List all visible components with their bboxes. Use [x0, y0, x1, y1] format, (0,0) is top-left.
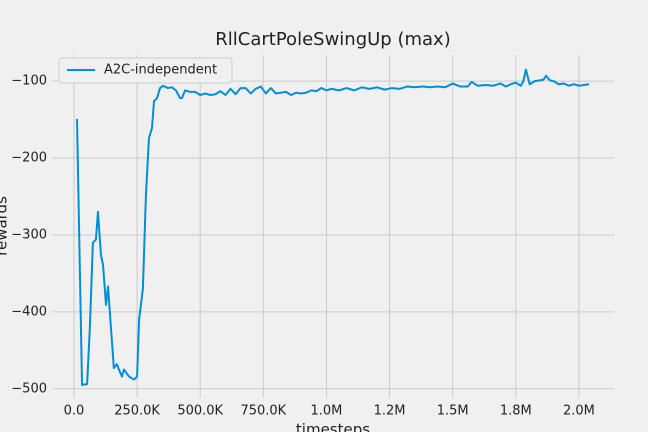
- x-tick-label: 2.0M: [563, 404, 595, 419]
- x-axis-label: timesteps: [296, 421, 370, 432]
- x-tick-label: 250.0K: [114, 404, 160, 419]
- line: [75, 68, 590, 386]
- y-tick-label: −400: [11, 304, 47, 319]
- x-tick-label: 1.0M: [310, 404, 342, 419]
- legend-label: A2C-independent: [104, 63, 217, 78]
- y-tick-label: −300: [11, 227, 47, 242]
- x-tick-label: 750.0K: [240, 404, 286, 419]
- x-tick-label: 1.2M: [374, 404, 406, 419]
- y-tick-label: −100: [11, 74, 47, 89]
- x-tick-label: 0.0: [64, 404, 85, 419]
- x-tick-label: 500.0K: [177, 404, 223, 419]
- chart-title: RllCartPoleSwingUp (max): [215, 29, 450, 50]
- x-tick-label: 1.8M: [500, 404, 532, 419]
- x-tick-label: 1.5M: [437, 404, 469, 419]
- y-tick-label: −200: [11, 151, 47, 166]
- y-axis-label: rewards: [0, 196, 11, 256]
- y-tick-label: −500: [11, 381, 47, 396]
- legend-box: [58, 57, 233, 84]
